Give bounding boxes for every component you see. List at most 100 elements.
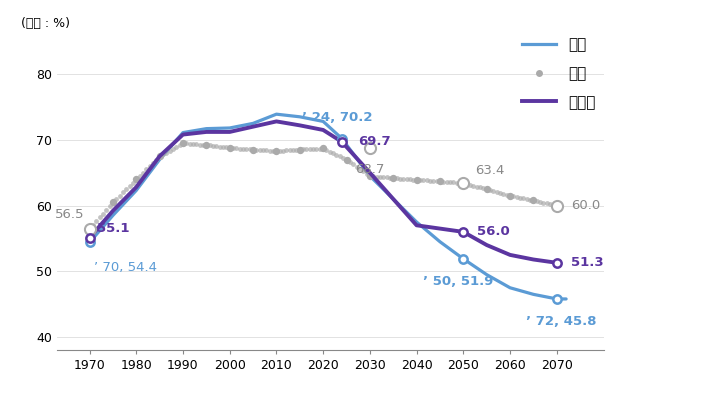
Point [414,177,425,183]
Point [368,173,379,179]
Point [417,177,429,183]
Point [231,145,242,152]
Point [117,189,129,195]
Point [441,179,452,185]
Point [157,151,168,158]
Point [461,181,472,187]
Point [327,150,339,156]
Point [204,142,215,148]
Point [190,141,202,147]
Point [374,174,386,180]
Point [154,153,165,160]
Point [111,196,122,202]
Point [351,164,362,170]
Point [87,222,99,228]
Point [528,197,539,203]
Point [551,203,562,209]
Point [491,189,503,195]
Point [537,199,549,206]
Point [404,176,415,183]
Point [478,185,489,191]
Point [471,183,482,190]
Point [511,194,523,200]
Point [101,207,112,213]
Point [90,218,102,224]
Point [437,178,449,185]
Point [474,184,486,191]
Point [107,199,119,205]
Point [307,146,319,152]
Point [317,145,329,152]
Point [444,179,456,185]
Point [301,146,312,152]
Point [381,174,392,181]
Point [401,176,413,182]
Point [411,177,422,183]
Point [84,225,95,232]
Point [288,147,299,153]
Point [347,161,359,168]
Point [468,183,479,189]
Point [127,179,138,186]
Text: ’ 24, 70.2: ’ 24, 70.2 [302,111,373,124]
Point [354,166,366,172]
Point [447,179,459,185]
Text: 69.7: 69.7 [358,135,390,148]
Point [194,141,205,148]
Point [341,156,352,163]
Point [388,175,399,181]
Point [435,178,446,184]
Point [134,173,146,179]
Text: 60.0: 60.0 [571,199,600,212]
Point [501,191,513,198]
Point [247,146,258,153]
Text: ’ 70, 54.4: ’ 70, 54.4 [94,261,157,274]
Point [311,146,322,152]
Point [361,170,372,177]
Point [244,146,256,152]
Point [358,168,369,174]
Point [178,140,189,146]
Point [508,193,519,199]
Point [164,147,175,154]
Point [421,178,432,184]
Point [137,170,148,176]
Point [371,174,382,180]
Point [394,176,405,182]
Point [297,146,309,153]
Point [531,198,542,204]
Text: 56.0: 56.0 [477,225,510,238]
Point [121,186,132,192]
Point [321,147,332,153]
Point [254,147,266,153]
Point [268,148,279,154]
Point [180,140,192,146]
Point [274,148,285,154]
Point [464,182,476,188]
Point [391,175,403,181]
Point [398,176,409,182]
Point [547,202,559,208]
Point [427,178,439,184]
Point [104,203,115,209]
Point [94,214,105,220]
Point [271,148,282,154]
Point [545,201,556,207]
Point [170,144,182,150]
Text: 55.1: 55.1 [97,222,129,234]
Point [364,173,376,179]
Point [184,140,195,147]
Point [498,191,509,197]
Point [234,145,246,152]
Point [378,174,389,180]
Point [291,147,302,153]
Point [201,142,212,148]
Point [241,146,252,152]
Point [227,145,239,151]
Point [294,146,305,153]
Point [324,148,336,155]
Point [114,193,125,199]
Point [451,179,462,186]
Point [504,193,515,199]
Point [160,149,172,156]
